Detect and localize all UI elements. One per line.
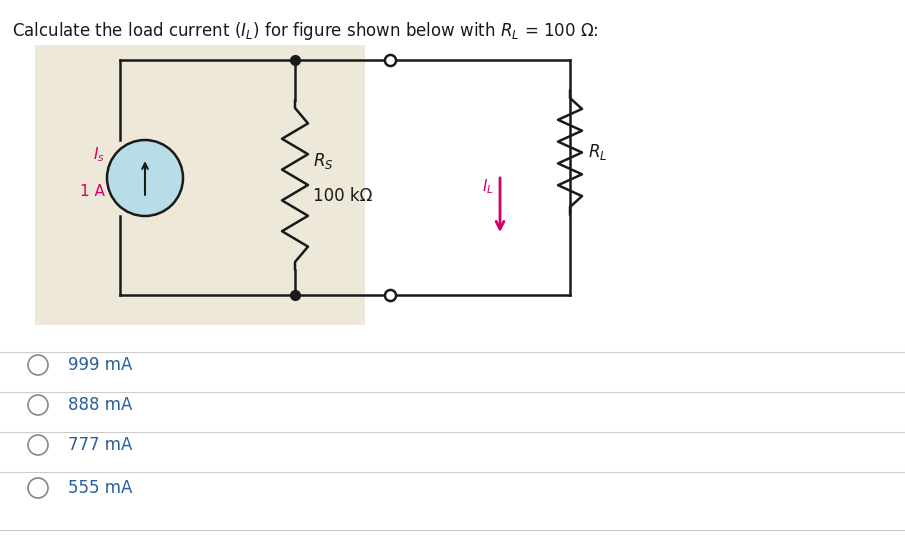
Circle shape — [107, 140, 183, 216]
Text: 999 mA: 999 mA — [68, 356, 132, 374]
Bar — [35, 45, 365, 325]
Text: Calculate the load current ($I_L$) for figure shown below with $R_L$ = 100 Ω:: Calculate the load current ($I_L$) for f… — [12, 20, 599, 42]
Text: 777 mA: 777 mA — [68, 436, 132, 454]
Text: 1 A: 1 A — [81, 184, 105, 199]
Text: 100 kΩ: 100 kΩ — [313, 187, 372, 205]
Text: 888 mA: 888 mA — [68, 396, 132, 414]
Text: $I_s$: $I_s$ — [93, 145, 105, 164]
Text: $R_S$: $R_S$ — [313, 151, 334, 171]
Text: $I_L$: $I_L$ — [482, 177, 494, 196]
Text: $R_L$: $R_L$ — [588, 142, 607, 162]
Text: 555 mA: 555 mA — [68, 479, 132, 497]
